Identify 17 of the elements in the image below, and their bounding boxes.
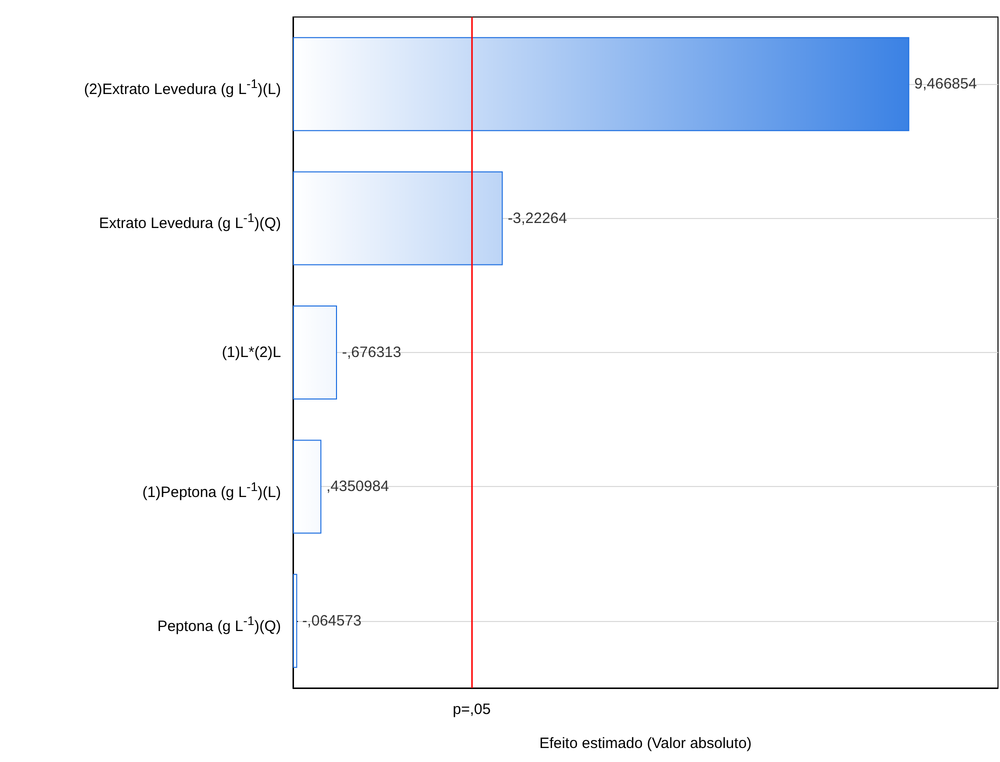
ref-line-label: p=,05 [452,701,491,718]
annotation: 9,466854 [914,76,977,93]
y-tick-label: (1)L*(2)L [222,342,281,362]
bar [293,306,337,400]
annotation: -,676313 [342,344,402,361]
x-axis-title: Efeito estimado (Valor absoluto) [539,735,752,752]
annotation: -,064573 [302,612,362,630]
bar [293,37,910,132]
annotation: ,4350984 [326,478,389,496]
y-tick-label: (2)Extrato Levedura (g L$^{-1}$)(L) [84,76,281,100]
bar [293,574,298,668]
y-tick-label: Peptona (g L$^{-1}$)(Q) [157,612,281,637]
annotation: -3,22264 [508,210,567,227]
y-tick-label: Extrato Levedura (g L$^{-1}$)(Q) [98,210,281,234]
bar [293,440,322,534]
y-tick-label: (1)Peptona (g L$^{-1}$)(L) [142,478,281,503]
bar [293,171,503,266]
